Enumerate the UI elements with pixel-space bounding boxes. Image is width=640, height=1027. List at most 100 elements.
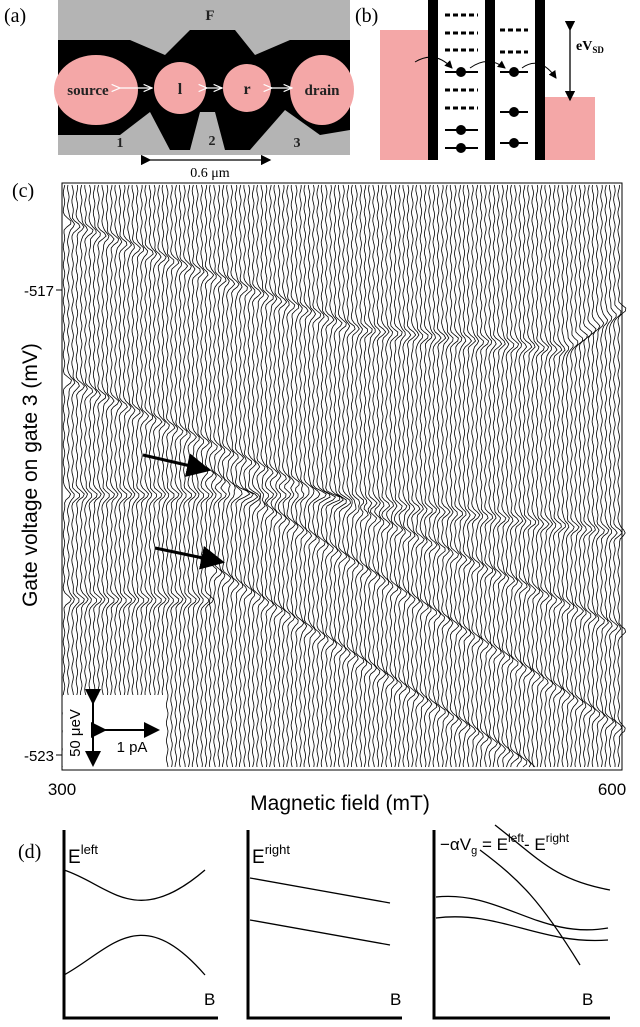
energy-diagram — [380, 0, 595, 160]
trace — [449, 185, 460, 768]
trace — [346, 185, 357, 768]
trace — [79, 184, 89, 768]
trace — [557, 184, 566, 767]
trace — [84, 185, 94, 768]
trace — [277, 184, 288, 768]
y-axis-label: Gate voltage on gate 3 (mV) — [19, 343, 42, 607]
trace — [419, 184, 429, 768]
label-sup: right — [546, 831, 570, 845]
trace — [183, 184, 193, 768]
trace — [595, 184, 605, 768]
waterfall-traces — [62, 184, 627, 768]
trace — [492, 184, 503, 768]
trace — [475, 184, 485, 768]
x-axis-label: Magnetic field (mT) — [250, 792, 430, 815]
dot-label: r — [243, 81, 250, 98]
trace — [613, 184, 623, 768]
trace — [153, 184, 163, 768]
trace — [282, 184, 292, 768]
sketch-label: Eleft — [68, 842, 98, 868]
trace — [479, 184, 490, 768]
label-part: - E — [524, 835, 546, 854]
bias-text: eV — [576, 39, 592, 54]
sketch-label: −αVg = Eleft- Eright — [440, 831, 570, 857]
y-tick-label: -523 — [24, 748, 54, 765]
trace — [505, 185, 515, 768]
trace — [454, 184, 463, 767]
label-part: E — [68, 847, 81, 868]
trace — [217, 184, 227, 768]
trace — [398, 184, 408, 767]
trace — [462, 184, 473, 768]
trace — [574, 184, 585, 768]
trace — [445, 184, 454, 768]
trace — [570, 184, 580, 768]
trace — [131, 184, 141, 768]
trace — [402, 185, 412, 768]
trace — [269, 184, 279, 768]
trace — [565, 184, 575, 768]
trace — [165, 184, 176, 768]
gate-label: 2 — [209, 134, 216, 149]
trace — [600, 184, 610, 768]
trace — [204, 184, 215, 768]
trace — [247, 184, 261, 768]
trace — [587, 184, 597, 768]
trace — [342, 184, 353, 768]
trace — [67, 184, 76, 768]
trace — [273, 184, 283, 768]
axis-letter: B — [204, 990, 215, 1009]
panel-label: (c) — [12, 180, 34, 202]
trace — [552, 184, 563, 768]
trace — [230, 184, 243, 768]
trace — [531, 184, 541, 768]
trace — [92, 184, 103, 768]
trace — [264, 184, 275, 768]
trace — [105, 184, 115, 768]
trace — [148, 184, 158, 768]
scale-label: 50 μeV — [67, 709, 84, 757]
label-part: E — [252, 847, 265, 868]
trace — [544, 184, 554, 768]
trace — [385, 184, 395, 768]
trace — [299, 184, 310, 768]
gate-label: F — [205, 8, 214, 24]
sketch-label: Eright — [252, 842, 290, 868]
trace — [157, 184, 167, 768]
trace — [290, 184, 300, 768]
reservoir-label: drain — [304, 83, 340, 99]
trace — [436, 184, 447, 768]
x-tick-label: 300 — [48, 780, 76, 799]
trace — [320, 184, 337, 768]
trace — [608, 185, 619, 768]
trace — [329, 184, 344, 768]
label-sup: left — [508, 831, 525, 845]
arrow — [154, 545, 225, 570]
trace — [350, 184, 361, 768]
trace — [303, 184, 315, 768]
scale-label: 1 pA — [117, 739, 148, 756]
trace — [497, 184, 507, 768]
axis-letter: B — [390, 990, 401, 1009]
trace — [380, 184, 391, 768]
device-image — [54, 0, 354, 155]
trace — [101, 184, 110, 768]
trace — [260, 184, 270, 768]
trace — [97, 184, 107, 768]
trace — [441, 184, 451, 768]
trace — [286, 184, 296, 768]
trace — [540, 184, 550, 768]
trace — [548, 184, 558, 768]
trace — [604, 184, 615, 768]
trace — [140, 185, 150, 768]
label-sup: left — [81, 842, 99, 857]
trace — [135, 184, 145, 767]
trace — [226, 184, 236, 768]
trace — [527, 184, 537, 768]
arrow — [142, 453, 211, 477]
trace — [415, 184, 425, 768]
y-tick-label: -517 — [24, 283, 54, 300]
trace — [376, 184, 387, 768]
trace — [71, 184, 81, 768]
label-part: −αV — [440, 835, 472, 854]
